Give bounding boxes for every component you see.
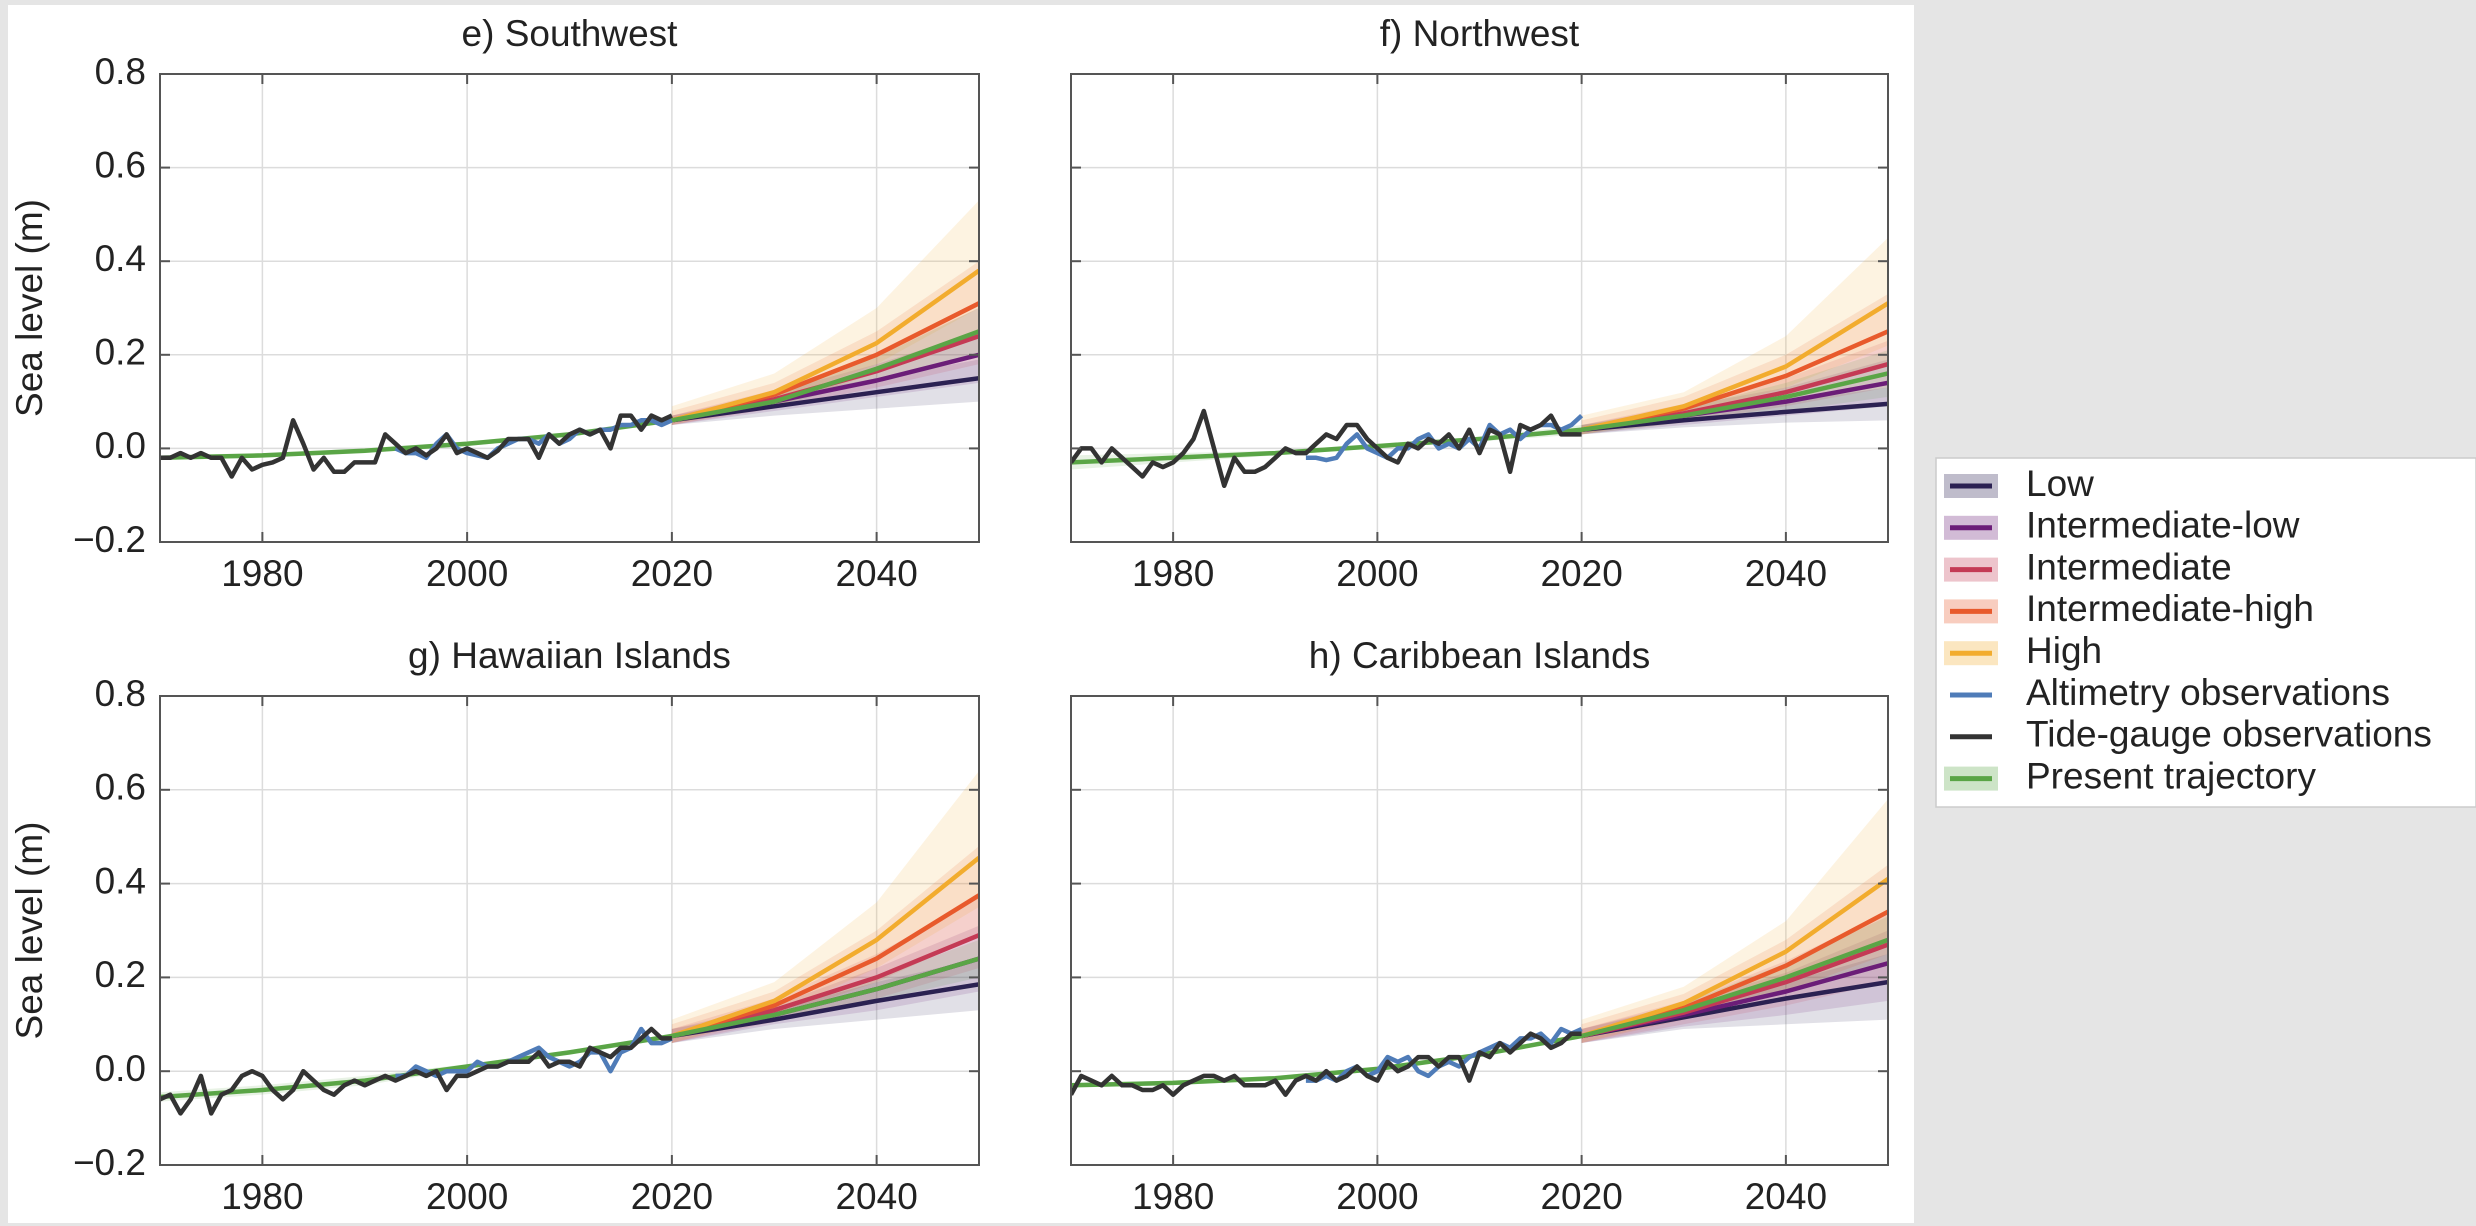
panel: 1980 2000 2020 2040 −0.2 0.0 0.2 0.4 0.6 0.8 e) So… bbox=[9, 13, 980, 594]
axes-frame bbox=[1070, 73, 1889, 543]
y-axis-label: Sea level (m) bbox=[9, 822, 50, 1040]
legend-label: Intermediate-high bbox=[2026, 588, 2314, 629]
series-line bbox=[1581, 401, 1888, 432]
series-line bbox=[395, 1026, 673, 1079]
uncertainty-band bbox=[671, 261, 979, 425]
uncertainty-band bbox=[671, 897, 979, 1044]
legend-label: High bbox=[2026, 630, 2102, 671]
series-line bbox=[1071, 408, 1582, 489]
plot-area bbox=[1071, 237, 1888, 489]
axes-frame bbox=[159, 73, 980, 543]
x-tick-label: 2040 bbox=[1745, 553, 1827, 594]
x-tick-label: 2000 bbox=[426, 1176, 508, 1217]
y-tick-label: 0.6 bbox=[95, 144, 146, 185]
axes-frame bbox=[159, 695, 980, 1166]
uncertainty-band bbox=[1581, 293, 1888, 435]
panel: 1980 2000 2020 2040 f) Northwest bbox=[1070, 13, 1889, 594]
uncertainty-band bbox=[160, 308, 979, 461]
x-tick-label: 2000 bbox=[426, 553, 508, 594]
plot-area bbox=[1071, 799, 1888, 1097]
x-tick-label: 2040 bbox=[835, 1176, 917, 1217]
y-axis-label: Sea level (m) bbox=[9, 199, 50, 417]
legend: LowIntermediate-lowIntermediateIntermedi… bbox=[1935, 457, 2476, 808]
x-tick-label: 2020 bbox=[1540, 553, 1622, 594]
x-tick-label: 1980 bbox=[221, 1176, 303, 1217]
y-tick-label: −0.2 bbox=[73, 519, 146, 560]
y-tick-label: 0.4 bbox=[95, 238, 146, 279]
x-tick-label: 2020 bbox=[631, 553, 713, 594]
y-tick-label: 0.6 bbox=[95, 767, 146, 808]
panel-title: f) Northwest bbox=[1380, 13, 1580, 54]
uncertainty-band bbox=[1581, 237, 1888, 435]
y-tick-label: 0.8 bbox=[95, 51, 146, 92]
series-line bbox=[1071, 371, 1888, 465]
series-line bbox=[1071, 1031, 1582, 1097]
x-tick-label: 2040 bbox=[1745, 1176, 1827, 1217]
y-tick-label: 0.2 bbox=[95, 332, 146, 373]
y-tick-label: 0.2 bbox=[95, 954, 146, 995]
legend-label: Present trajectory bbox=[2026, 755, 2316, 796]
y-tick-label: 0.4 bbox=[95, 860, 146, 901]
x-tick-label: 1980 bbox=[1132, 1176, 1214, 1217]
figure-background bbox=[8, 5, 1914, 1223]
series-line bbox=[160, 413, 673, 479]
x-tick-label: 2000 bbox=[1336, 553, 1418, 594]
y-tick-label: 0.0 bbox=[95, 425, 146, 466]
x-tick-label: 2000 bbox=[1336, 1176, 1418, 1217]
x-tick-label: 2020 bbox=[631, 1176, 713, 1217]
y-tick-label: 0.8 bbox=[95, 673, 146, 714]
series-line bbox=[1581, 301, 1888, 432]
legend-label: Low bbox=[2026, 463, 2094, 504]
x-tick-label: 1980 bbox=[1132, 553, 1214, 594]
panel: 1980 2000 2020 2040 −0.2 0.0 0.2 0.4 0.6 0.8 g) Ha… bbox=[9, 635, 980, 1217]
series-line bbox=[671, 856, 979, 1039]
series-line bbox=[1580, 877, 1888, 1039]
y-tick-label: −0.2 bbox=[73, 1142, 146, 1183]
y-tick-label: 0.0 bbox=[95, 1048, 146, 1089]
series-line bbox=[671, 268, 979, 423]
legend-label: Intermediate-low bbox=[2026, 505, 2300, 546]
plot-area bbox=[160, 200, 979, 479]
legend-box bbox=[1935, 457, 2476, 808]
series-line bbox=[671, 982, 979, 1039]
legend-label: Altimetry observations bbox=[2026, 672, 2390, 713]
plot-area bbox=[160, 771, 979, 1116]
panel-title: e) Southwest bbox=[462, 13, 679, 54]
x-tick-label: 2020 bbox=[1540, 1176, 1622, 1217]
series-line bbox=[671, 933, 979, 1039]
legend-label: Intermediate bbox=[2026, 546, 2232, 587]
x-tick-label: 1980 bbox=[221, 553, 303, 594]
series-line bbox=[671, 375, 979, 423]
axes-frame bbox=[1070, 695, 1889, 1166]
series-line bbox=[160, 1026, 672, 1116]
panel-title: g) Hawaiian Islands bbox=[408, 635, 731, 676]
panel: 1980 2000 2020 2040 h) Caribbean Islands bbox=[1070, 635, 1889, 1217]
x-tick-label: 2040 bbox=[835, 553, 917, 594]
legend-label: Tide-gauge observations bbox=[2026, 714, 2432, 755]
panel-title: h) Caribbean Islands bbox=[1309, 635, 1650, 676]
